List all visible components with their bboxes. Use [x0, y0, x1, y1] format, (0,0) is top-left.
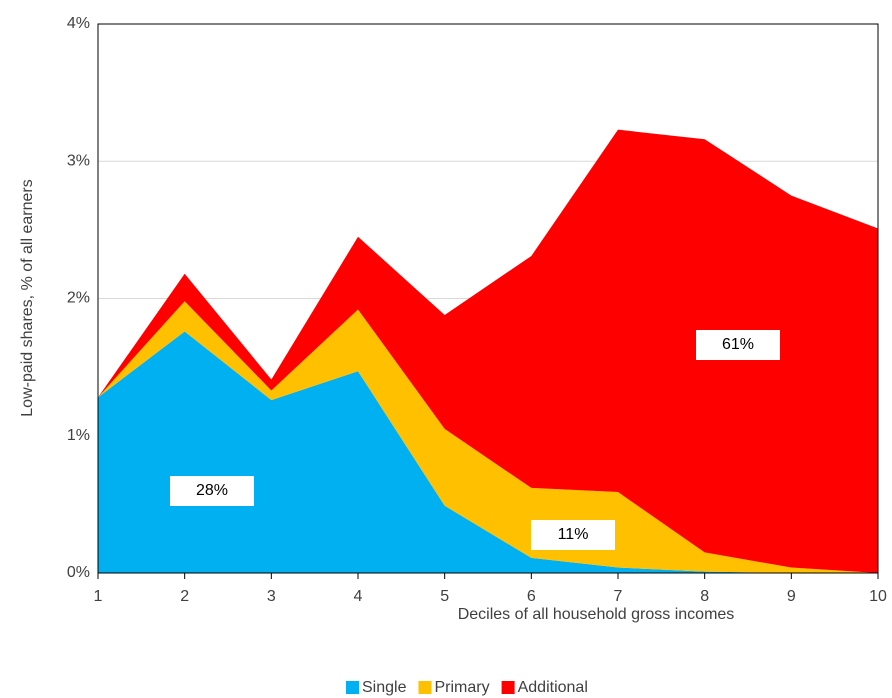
y-axis-label: Low-paid shares, % of all earners [19, 179, 36, 416]
y-tick-label: 3% [67, 152, 90, 169]
legend-label: Additional [518, 679, 588, 696]
x-tick-label: 2 [180, 588, 189, 605]
y-tick-label: 4% [67, 15, 90, 32]
x-axis-label: Deciles of all household gross incomes [458, 606, 735, 623]
annotation-box [696, 330, 780, 360]
plot-frame [97, 23, 879, 573]
legend-label: Single [362, 679, 407, 696]
x-tick-label: 7 [614, 588, 623, 605]
legend-label: Primary [434, 679, 489, 696]
legend-swatch [501, 681, 515, 694]
area [98, 331, 878, 573]
x-tick-label: 1 [94, 588, 103, 605]
area [98, 301, 878, 573]
annotation: 61% [722, 336, 754, 353]
annotation: 28% [196, 482, 228, 499]
annotation-box [170, 476, 254, 506]
annotation-box [531, 520, 615, 550]
area [98, 129, 878, 573]
x-tick-label: 9 [787, 588, 796, 605]
x-tick-label: 8 [700, 588, 709, 605]
legend-swatch [418, 681, 432, 694]
legend-swatch [346, 681, 359, 694]
y-tick-label: 2% [67, 290, 90, 307]
x-tick-label: 5 [440, 588, 449, 605]
annotation: 11% [558, 526, 589, 543]
y-tick-label: 1% [67, 427, 90, 444]
x-tick-label: 10 [869, 588, 887, 605]
x-tick-label: 3 [267, 588, 276, 605]
y-tick-label: 0% [67, 564, 90, 581]
x-tick-label: 4 [354, 588, 363, 605]
x-tick-label: 6 [527, 588, 536, 605]
